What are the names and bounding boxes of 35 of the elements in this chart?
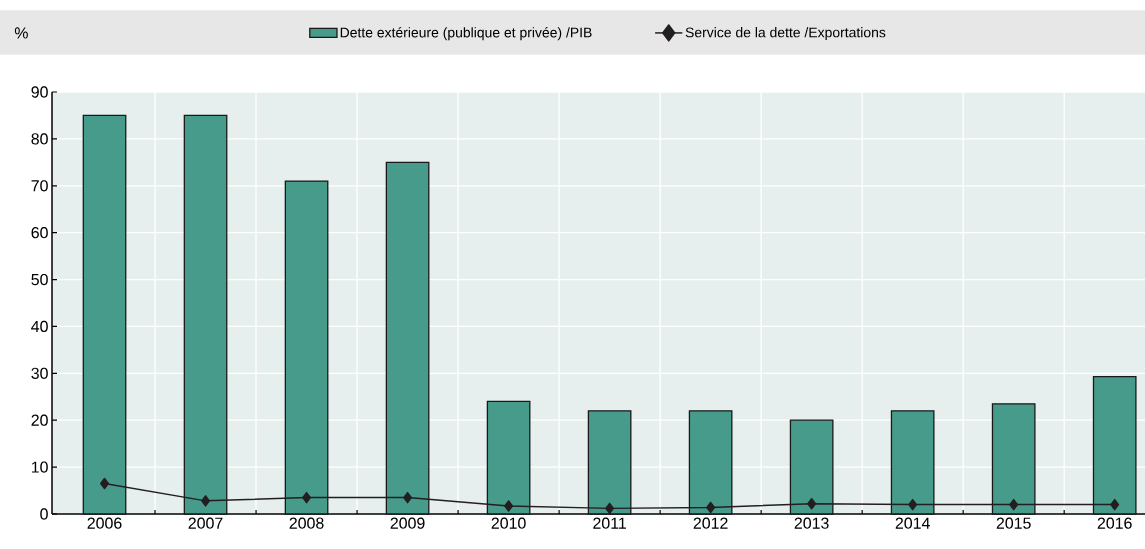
x-tick-label: 2016 — [1097, 517, 1132, 529]
x-tick-label: 2010 — [491, 517, 526, 529]
point — [807, 497, 817, 510]
x-tick-label: 2009 — [390, 517, 425, 529]
point — [605, 502, 615, 515]
x-tick-label: 2012 — [693, 517, 728, 529]
y-tick-label: 70 — [31, 180, 48, 192]
point — [1009, 498, 1019, 511]
y-tick-label: 10 — [31, 461, 48, 473]
point — [706, 501, 716, 514]
legend-label: Service de la dette /Exportations — [685, 27, 886, 41]
x-tick-label: 2011 — [593, 517, 626, 529]
x-tick-label: 2015 — [996, 517, 1031, 529]
x-tick-label: 2006 — [87, 517, 122, 529]
y-tick-label: 80 — [31, 133, 48, 145]
y-tick-label: 60 — [31, 227, 48, 239]
point — [1110, 498, 1120, 511]
point — [504, 500, 514, 512]
y-tick-label: 20 — [31, 414, 48, 426]
y-axis-title: % — [14, 27, 28, 39]
point — [100, 477, 110, 490]
point — [403, 491, 413, 504]
y-tick-label: 30 — [31, 367, 48, 379]
y-tick-label: 90 — [31, 86, 48, 98]
x-tick-label: 2007 — [188, 517, 223, 529]
point — [302, 491, 312, 504]
x-tick-label: 2008 — [289, 517, 324, 529]
point — [201, 495, 211, 507]
y-tick-label: 50 — [31, 273, 48, 286]
legend-label: Dette extérieure (publique et privée) /PIB — [340, 27, 592, 41]
x-tick-label: 2013 — [794, 517, 829, 529]
point — [908, 498, 918, 511]
y-tick-label: 0 — [40, 508, 48, 520]
x-tick-label: 2014 — [895, 517, 930, 529]
y-tick-label: 40 — [31, 320, 48, 333]
